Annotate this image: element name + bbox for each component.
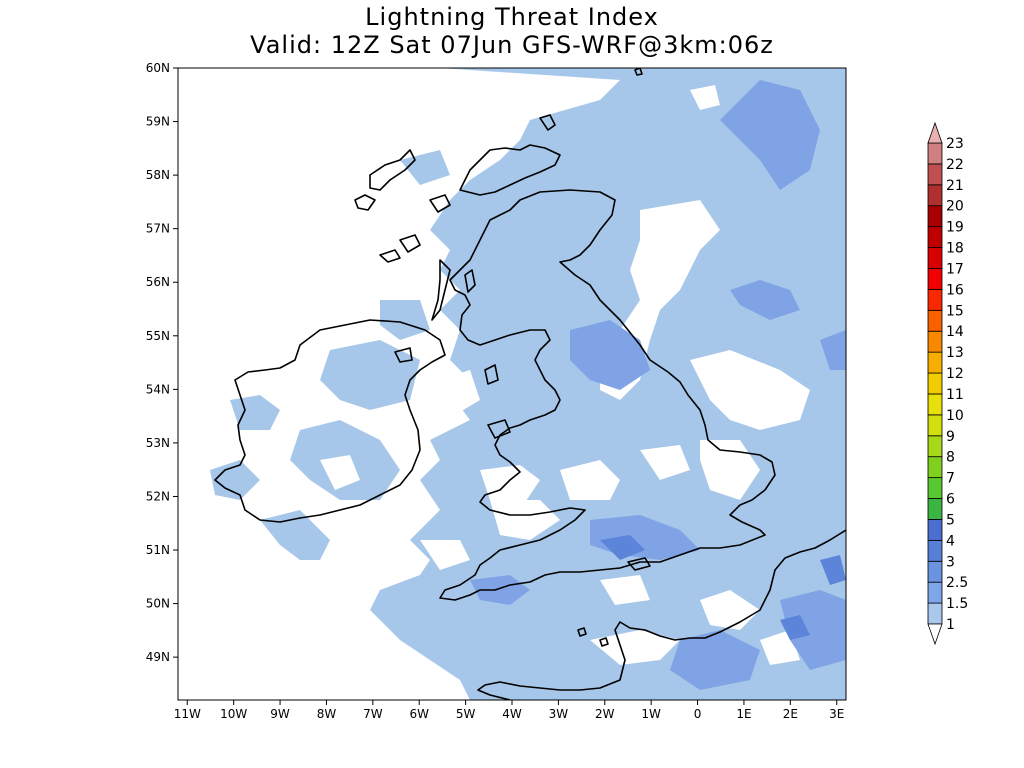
- lon-tick-label: 8W: [317, 707, 337, 721]
- colorbar-segment: [927, 393, 943, 416]
- colorbar-segment: [927, 456, 943, 479]
- colorbar-segment: [927, 205, 943, 228]
- colorbar-min-arrow: [927, 623, 943, 646]
- lon-tick-label: 7W: [363, 707, 383, 721]
- lat-tick-label: 49N: [146, 650, 170, 664]
- colorbar-segment: [927, 414, 943, 437]
- lat-tick-label: 54N: [146, 382, 170, 396]
- map-title: Lightning Threat Index: [365, 3, 659, 31]
- lat-tick-label: 57N: [146, 222, 170, 236]
- lon-tick-label: 10W: [220, 707, 247, 721]
- threat-shading: [210, 68, 846, 700]
- colorbar-label: 10: [946, 408, 964, 424]
- lat-tick-label: 56N: [146, 275, 170, 289]
- lat-tick-label: 59N: [146, 115, 170, 129]
- colorbar-label: 8: [946, 450, 955, 466]
- colorbar-segment: [927, 519, 943, 541]
- lon-tick-label: 11W: [174, 707, 201, 721]
- latitude-axis: 60N 59N 58N 57N 56N 55N 54N 53N 52N 51N 50N 49N: [146, 61, 178, 664]
- colorbar-segment: [927, 226, 943, 248]
- colorbar-label: 9: [946, 429, 955, 445]
- colorbar-label: 3: [946, 554, 955, 570]
- colorbar-segment: [927, 351, 943, 374]
- colorbar-label: 13: [946, 345, 964, 361]
- lon-tick-label: 6W: [409, 707, 429, 721]
- colorbar-label: 5: [946, 512, 955, 528]
- colorbar-segment: [927, 477, 943, 499]
- colorbar-segment: [927, 288, 943, 311]
- lon-tick-label: 4W: [502, 707, 522, 721]
- lon-tick-label: 3W: [549, 707, 569, 721]
- lat-tick-label: 60N: [146, 61, 170, 75]
- lat-tick-label: 50N: [146, 597, 170, 611]
- colorbar-segment: [927, 602, 943, 625]
- colorbar-label: 2.5: [946, 575, 968, 591]
- colorbar-segment: [927, 498, 943, 520]
- colorbar-segment: [927, 330, 943, 353]
- lon-tick-label: 9W: [270, 707, 290, 721]
- coastlines: [214, 68, 846, 700]
- colorbar-segment: [927, 247, 943, 269]
- colorbar-label: 23: [946, 136, 964, 152]
- lat-tick-label: 51N: [146, 543, 170, 557]
- colorbar-label: 12: [946, 366, 964, 382]
- colorbar-segment: [927, 184, 943, 207]
- longitude-axis: 11W 10W 9W 8W 7W 6W 5W 4W 3W 2W 1W 0 1E 2E 3E: [174, 700, 844, 721]
- lon-tick-label: 3E: [829, 707, 844, 721]
- map-subtitle: Valid: 12Z Sat 07Jun GFS-WRF@3km:06z: [250, 31, 774, 59]
- colorbar-label: 21: [946, 178, 964, 194]
- colorbar-label: 11: [946, 387, 964, 403]
- colorbar-label: 1.5: [946, 596, 968, 612]
- colorbar-label: 4: [946, 533, 955, 549]
- colorbar-label: 1: [946, 617, 955, 633]
- colorbar-segment: [927, 560, 943, 583]
- colorbar-label: 19: [946, 220, 964, 236]
- colorbar-segment: [927, 268, 943, 290]
- colorbar-segment: [927, 539, 943, 562]
- lat-tick-label: 55N: [146, 329, 170, 343]
- lon-tick-label: 0: [694, 707, 702, 721]
- threat-level-1.5-areas: [470, 80, 846, 690]
- colorbar-segment: [927, 372, 943, 395]
- colorbar-label: 17: [946, 261, 964, 277]
- lon-tick-label: 1E: [736, 707, 751, 721]
- colorbar-label: 16: [946, 282, 964, 298]
- colorbar-label: 14: [946, 324, 964, 340]
- colorbar-segment: [927, 581, 943, 604]
- lat-tick-label: 58N: [146, 168, 170, 182]
- threat-level-2.5-areas: [600, 535, 846, 640]
- colorbar-label: 7: [946, 471, 955, 487]
- lat-tick-label: 52N: [146, 489, 170, 503]
- colorbar-segment: [927, 142, 943, 165]
- lon-tick-label: 1W: [641, 707, 661, 721]
- colorbar-max-arrow: [927, 121, 943, 144]
- colorbar-label: 15: [946, 303, 964, 319]
- colorbar-segment: [927, 435, 943, 458]
- colorbar-label: 20: [946, 199, 964, 215]
- colorbar-segment: [927, 163, 943, 186]
- lon-tick-label: 2E: [783, 707, 798, 721]
- colorbar-label: 22: [946, 157, 964, 173]
- colorbar-label: 6: [946, 492, 955, 508]
- lat-tick-label: 53N: [146, 436, 170, 450]
- colorbar-label: 18: [946, 241, 964, 257]
- lon-tick-label: 5W: [456, 707, 476, 721]
- colorbar-legend: 1 1.5 2.5 3 4 5 6 7 8 9 10 11 12 13 14 15 16 17 18 19 20 21 22…: [927, 121, 968, 646]
- colorbar-segment: [927, 309, 943, 332]
- lon-tick-label: 2W: [595, 707, 615, 721]
